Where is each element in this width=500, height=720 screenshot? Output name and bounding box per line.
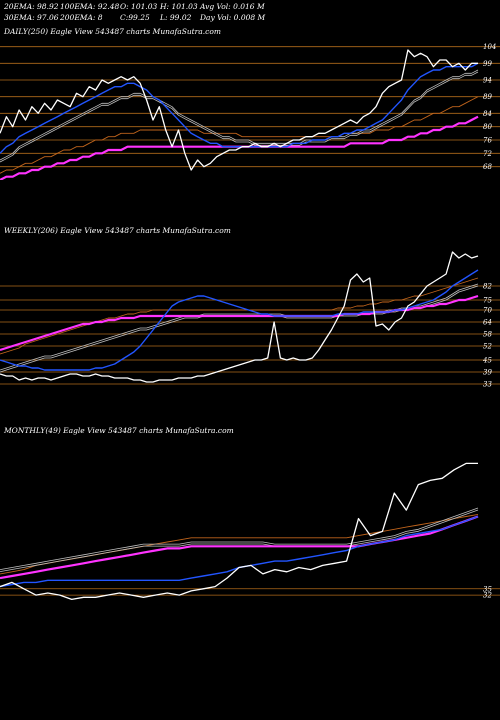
daily-y-tick-label: 94 [483,77,492,85]
daily-y-tick-label: 84 [483,110,492,118]
weekly-y-tick-label: 70 [483,307,492,315]
header-high: H: 101.03 [160,2,198,11]
weekly-y-tick-label: 58 [483,331,492,339]
daily-ema-blue-line [0,62,479,154]
daily-price-line [0,49,478,171]
header-day-vol: Day Vol: 0.008 M [200,13,266,22]
daily-y-tick-label: 80 [483,123,492,131]
header-open: O: 101.03 [120,2,158,11]
weekly-y-tick-label: 39 [483,369,492,377]
daily-y-tick-label: 76 [483,137,492,145]
daily-panel-title: DAILY(250) Eagle View 543487 charts Muna… [4,27,221,36]
header-ema200: 200EMA: 8 [60,13,103,22]
weekly-y-tick-label: 75 [483,297,492,305]
monthly-price-line [0,462,478,601]
weekly-chart: 82 75 70 64 58 52 45 39 33 [0,251,500,389]
weekly-y-tick-label: 82 [483,283,492,291]
header-ema20: 20EMA: 98.92 [4,2,59,11]
daily-y-tick-label: 104 [483,43,496,51]
daily-chart: 104 99 94 89 84 80 76 72 68 [0,43,500,180]
daily-y-tick-label: 89 [483,93,492,101]
monthly-ema-gray-line [0,507,479,570]
weekly-ema-blue-line [0,269,479,371]
daily-y-tick-label: 68 [483,163,492,171]
daily-ema-gray-line [0,69,479,161]
weekly-y-tick-label: 64 [483,319,492,327]
monthly-panel-title: MONTHLY(49) Eagle View 543487 charts Mun… [4,426,234,435]
daily-y-tick-label: 99 [483,60,492,68]
weekly-panel-title: WEEKLY(206) Eagle View 543487 charts Mun… [4,226,231,235]
header-ema100: 100EMA: 92.48 [60,2,120,11]
monthly-y-tick-label: 35 [483,585,492,593]
weekly-ema-orange-line [0,277,479,355]
daily-ema-gray-line-2 [0,71,479,163]
weekly-y-tick-label: 45 [482,357,492,365]
weekly-y-tick-label: 33 [483,381,492,389]
weekly-price-line [0,251,479,383]
daily-y-tick-label: 72 [483,150,492,158]
monthly-y-tick-label: 32 [483,592,492,600]
weekly-y-tick-label: 52 [483,343,492,351]
header-close: C:99.25 [120,13,150,22]
monthly-ema-gray-line-2 [0,509,479,572]
header-low: L: 99.02 [160,13,192,22]
weekly-ema-magenta-line [0,294,479,352]
header-avg-vol: Avg Vol: 0.016 M [200,2,265,11]
monthly-ema-magenta-line [0,515,479,580]
daily-ema-orange-line [0,96,479,174]
header-ema30: 30EMA: 97.06 [4,13,59,22]
